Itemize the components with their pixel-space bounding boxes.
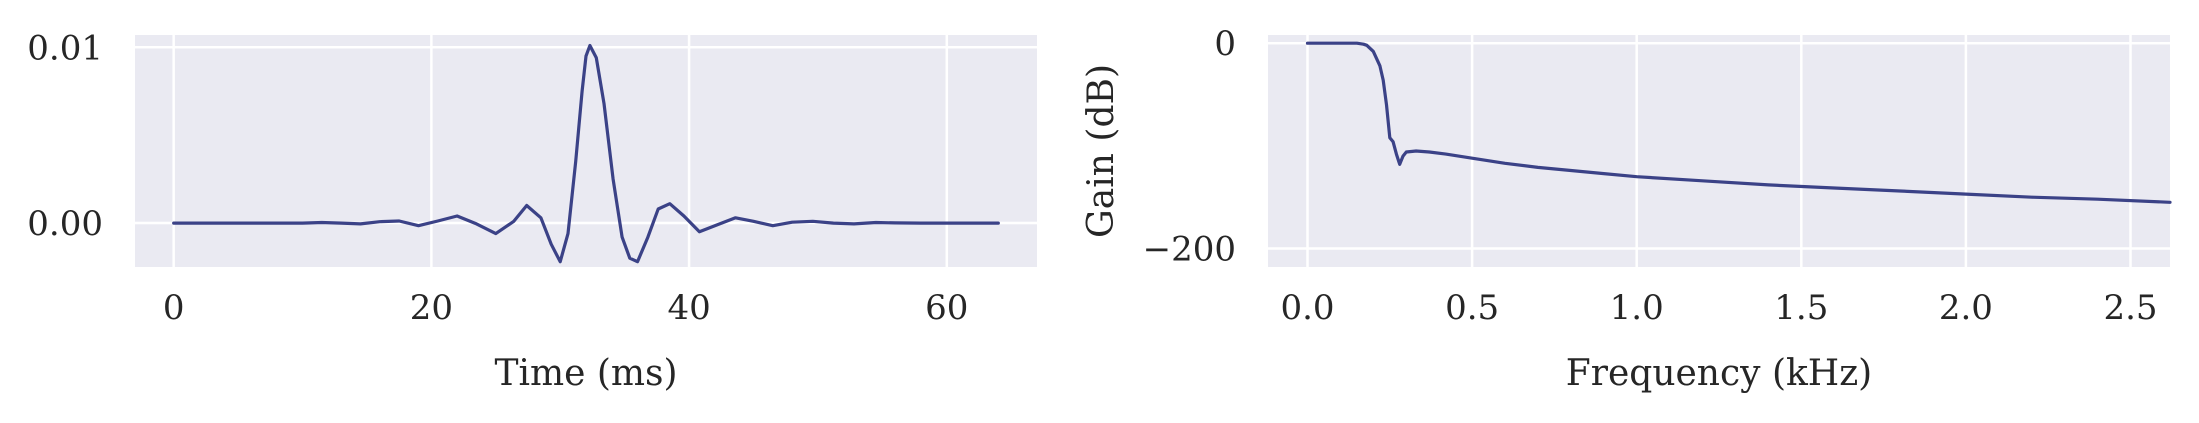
frequency-response-chart: 0.0 0.5 1.0 1.5 2.0 2.5 0 −200 Frequency (kHz)… (1081, 24, 2172, 394)
frequency-gridlines (1268, 35, 2170, 267)
frequency-x-tick-labels: 0.0 0.5 1.0 1.5 2.0 2.5 (1280, 288, 2157, 328)
impulse-x-tick-labels: 0 20 40 60 (163, 288, 969, 328)
frequency-y-tick-labels: 0 −200 (1143, 24, 1236, 269)
impulse-response-line (172, 43, 1000, 264)
impulse-y-tick-labels: 0.00 0.01 (27, 28, 103, 244)
impulse-plot-area (135, 35, 1037, 267)
frequency-x-tick-label: 0.5 (1445, 288, 1499, 328)
frequency-x-axis-label: Frequency (kHz) (1566, 353, 1872, 394)
frequency-y-axis-label: Gain (dB) (1081, 64, 1122, 238)
frequency-y-tick-label: 0 (1214, 24, 1236, 64)
frequency-x-tick-label: 2.0 (1939, 288, 1993, 328)
frequency-x-tick-label: 1.0 (1610, 288, 1664, 328)
frequency-response-line (1305, 41, 2172, 204)
impulse-x-tick-label: 20 (410, 288, 453, 328)
impulse-x-tick-label: 40 (667, 288, 710, 328)
impulse-y-tick-label: 0.01 (27, 28, 103, 68)
impulse-x-tick-label: 60 (925, 288, 968, 328)
frequency-x-tick-label: 2.5 (2103, 288, 2157, 328)
frequency-plot-area (1268, 35, 2170, 267)
impulse-y-tick-label: 0.00 (27, 204, 103, 244)
impulse-response-chart: 0 20 40 60 0.00 0.01 Time (ms) (27, 28, 1037, 394)
frequency-y-tick-label: −200 (1143, 230, 1236, 270)
frequency-x-tick-label: 1.5 (1774, 288, 1828, 328)
frequency-x-tick-label: 0.0 (1280, 288, 1334, 328)
impulse-x-axis-label: Time (ms) (494, 353, 677, 394)
impulse-x-tick-label: 0 (163, 288, 185, 328)
